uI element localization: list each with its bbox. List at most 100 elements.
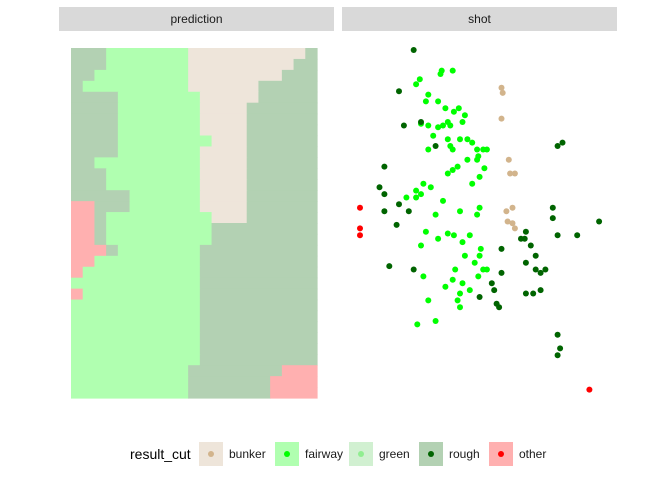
shot-point-fairway xyxy=(425,297,432,304)
shot-point-fairway xyxy=(444,230,451,237)
heat-cell-rough xyxy=(199,277,318,290)
heat-cell-fairway xyxy=(106,48,189,60)
legend-label-green: green xyxy=(379,447,410,461)
shot-point-rough xyxy=(596,218,603,225)
heat-cell-bunker xyxy=(211,135,248,148)
heat-cell-rough xyxy=(71,48,107,60)
shot-point-fairway xyxy=(449,67,456,74)
heat-cell-rough xyxy=(71,113,119,126)
heat-cell-fairway xyxy=(71,376,189,388)
shot-point-other xyxy=(357,204,363,211)
legend-label-rough: rough xyxy=(449,447,480,461)
heat-cell-bunker xyxy=(199,146,248,158)
shot-point-rough xyxy=(549,204,556,211)
shot-point-other xyxy=(357,232,363,239)
heat-cell-other xyxy=(71,244,107,257)
heat-cell-bunker xyxy=(199,201,248,213)
heat-cell-rough xyxy=(199,310,318,323)
legend-label-other: other xyxy=(519,447,546,461)
shot-point-bunker xyxy=(499,89,506,96)
shot-point-fairway xyxy=(449,167,456,173)
heat-cell-fairway xyxy=(117,113,201,126)
shot-point-bunker xyxy=(511,225,518,232)
heat-cell-rough xyxy=(246,102,318,115)
heat-cell-rough xyxy=(199,299,318,312)
prediction-panel: prediction xyxy=(59,7,334,399)
shot-point-fairway xyxy=(455,105,462,112)
shot-point-rough xyxy=(498,269,505,276)
heat-cell-bunker xyxy=(188,48,306,60)
heat-cell-rough xyxy=(188,387,271,399)
heat-cell-rough xyxy=(246,179,318,191)
heat-cell-rough xyxy=(199,354,318,366)
heat-cell-other xyxy=(71,212,96,224)
legend-label-bunker: bunker xyxy=(229,447,266,461)
legend-dot-other xyxy=(498,451,504,457)
shot-point-rough xyxy=(432,143,439,149)
shot-point-fairway xyxy=(469,139,476,146)
shot-point-fairway xyxy=(483,146,490,153)
shot-point-fairway xyxy=(422,228,429,235)
heat-cell-rough xyxy=(71,58,107,71)
shot-point-rough xyxy=(381,163,388,170)
heat-cell-rough xyxy=(71,179,107,191)
shot-point-fairway xyxy=(457,136,463,143)
prediction-strip xyxy=(59,7,334,31)
heat-cell-fairway xyxy=(82,80,189,93)
shot-strip-label: shot xyxy=(468,12,491,26)
shot-point-fairway xyxy=(438,67,445,74)
heat-cell-rough xyxy=(246,212,318,224)
heat-cell-bunker xyxy=(199,190,248,202)
shot-point-fairway xyxy=(461,252,468,259)
shot-point-other xyxy=(586,386,593,393)
shot-point-fairway xyxy=(464,156,471,163)
heat-cell-rough xyxy=(94,201,131,213)
shot-point-rough xyxy=(532,266,539,273)
heat-cell-rough xyxy=(71,146,119,158)
shot-point-fairway xyxy=(420,273,427,280)
shot-point-rough xyxy=(491,287,498,294)
heat-cell-fairway xyxy=(106,168,201,180)
shot-point-rough xyxy=(527,242,534,249)
heat-cell-rough xyxy=(281,69,318,82)
shot-point-rough xyxy=(554,143,561,149)
shot-point-fairway xyxy=(442,283,449,290)
heat-cell-rough xyxy=(71,80,84,93)
heat-cell-rough xyxy=(106,244,119,257)
heat-cell-other xyxy=(71,288,84,301)
shot-point-rough xyxy=(410,266,417,273)
shot-point-rough xyxy=(532,252,539,259)
heat-cell-rough xyxy=(199,244,318,257)
shot-point-fairway xyxy=(476,204,483,211)
heat-cell-rough xyxy=(71,91,119,104)
legend-label-fairway: fairway xyxy=(305,447,343,461)
shot-point-rough xyxy=(396,201,402,208)
shot-point-rough xyxy=(376,184,383,191)
heat-cell-bunker xyxy=(188,80,260,93)
shot-point-fairway xyxy=(452,266,459,273)
shot-point-bunker xyxy=(509,220,516,227)
shot-point-fairway xyxy=(471,259,478,266)
heat-cell-rough xyxy=(94,233,107,246)
heat-cell-rough xyxy=(211,233,318,246)
shot-point-bunker xyxy=(503,208,510,215)
shot-point-rough xyxy=(522,259,529,266)
shot-point-fairway xyxy=(449,276,456,283)
shot-point-rough xyxy=(554,352,561,359)
shot-point-bunker xyxy=(507,170,514,177)
shot-point-fairway xyxy=(440,122,446,129)
heat-cell-fairway xyxy=(117,146,201,158)
shot-point-fairway xyxy=(427,184,434,191)
shot-point-fairway xyxy=(481,165,488,172)
shot-point-fairway xyxy=(444,136,451,143)
heat-cell-fairway xyxy=(71,277,201,290)
heat-cell-fairway xyxy=(94,157,201,169)
heat-cell-rough xyxy=(258,91,318,104)
shot-point-fairway xyxy=(461,112,468,119)
heat-cell-rough xyxy=(246,135,318,148)
heat-cell-rough xyxy=(199,321,318,333)
heat-cell-rough xyxy=(71,168,107,180)
heat-cell-fairway xyxy=(71,365,189,377)
shot-point-rough xyxy=(521,235,528,242)
shot-point-fairway xyxy=(444,170,451,177)
